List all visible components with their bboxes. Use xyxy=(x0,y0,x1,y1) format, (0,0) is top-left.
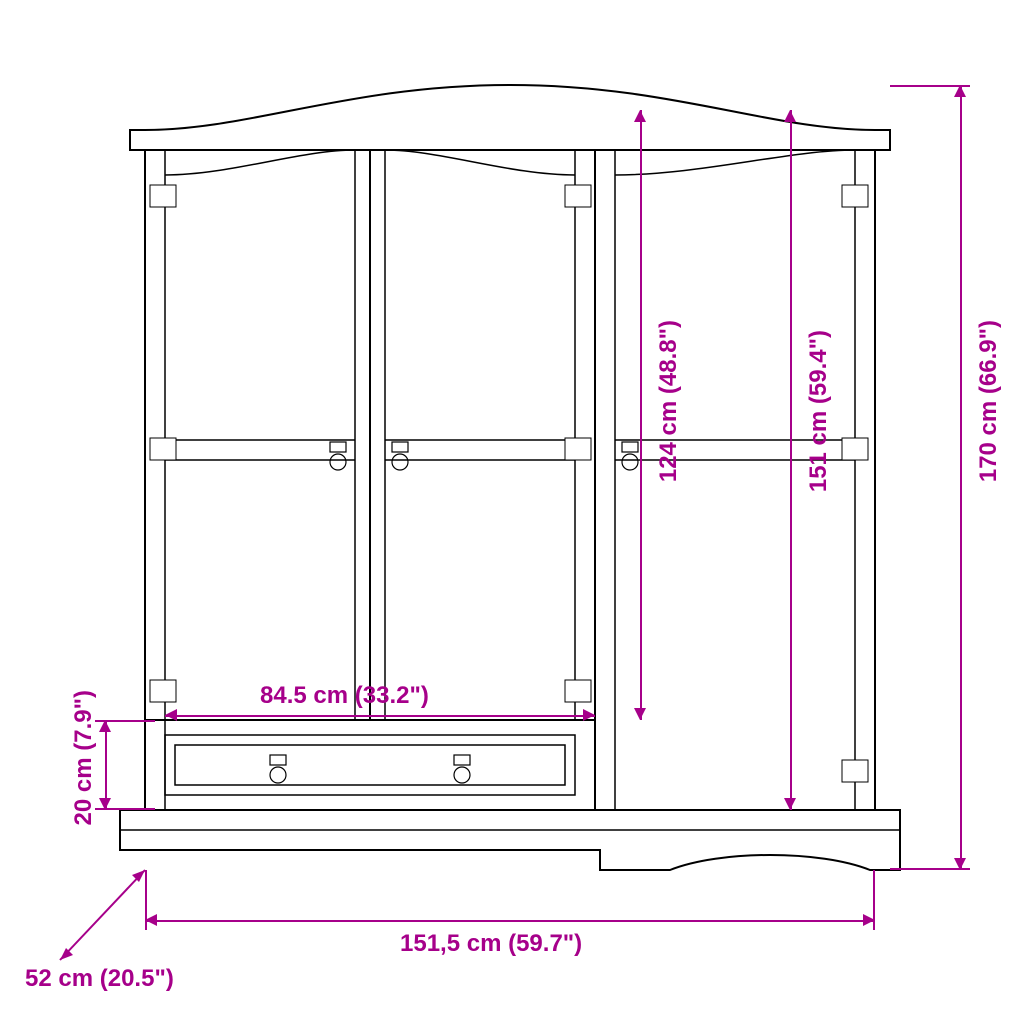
dim-cm: 20 cm xyxy=(70,757,97,825)
dim-left-door-line xyxy=(640,110,642,720)
dim-left-door-label: 124 cm (48.8") xyxy=(655,320,683,482)
wardrobe-drawing xyxy=(0,0,1024,1024)
dim-ext xyxy=(890,85,970,87)
dim-right-door-line xyxy=(790,110,792,810)
dim-ext xyxy=(95,720,155,722)
dim-ext xyxy=(145,870,147,930)
dim-drawer-width-line xyxy=(165,715,595,717)
dim-in: (20.5") xyxy=(100,965,174,992)
dim-cm: 124 cm xyxy=(655,401,682,482)
dim-overall-height-label: 170 cm (66.9") xyxy=(975,320,1003,482)
dim-overall-width-label: 151,5 cm (59.7") xyxy=(400,930,582,958)
dim-cm: 151,5 cm xyxy=(400,930,501,957)
dim-arrow xyxy=(634,708,646,720)
dim-in: (7.9") xyxy=(70,690,97,751)
dim-drawer-width-label: 84.5 cm (33.2") xyxy=(260,682,429,710)
dim-in: (33.2") xyxy=(355,682,429,709)
dim-cm: 52 cm xyxy=(25,965,93,992)
dim-drawer-height-line xyxy=(105,720,107,810)
dim-arrow xyxy=(784,110,796,122)
dim-in: (59.7") xyxy=(508,930,582,957)
dim-arrow xyxy=(165,709,177,721)
dim-arrow xyxy=(583,709,595,721)
dim-arrow xyxy=(634,110,646,122)
dim-in: (66.9") xyxy=(975,320,1002,394)
dim-arrow xyxy=(784,798,796,810)
dim-cm: 151 cm xyxy=(805,411,832,492)
dim-depth-label: 52 cm (20.5") xyxy=(25,965,174,993)
dim-in: (59.4") xyxy=(805,330,832,404)
dim-overall-height-line xyxy=(960,85,962,870)
dim-right-door-label: 151 cm (59.4") xyxy=(805,330,833,492)
dim-cm: 170 cm xyxy=(975,401,1002,482)
dim-ext xyxy=(95,808,155,810)
dim-in: (48.8") xyxy=(655,320,682,394)
dim-cm: 84.5 cm xyxy=(260,682,348,709)
dim-overall-width-line xyxy=(145,920,875,922)
dim-drawer-height-label: 20 cm (7.9") xyxy=(70,690,98,825)
diagram-stage: 170 cm (66.9") 151 cm (59.4") 124 cm (48… xyxy=(0,0,1024,1024)
dim-ext xyxy=(873,870,875,930)
dim-ext xyxy=(890,868,970,870)
